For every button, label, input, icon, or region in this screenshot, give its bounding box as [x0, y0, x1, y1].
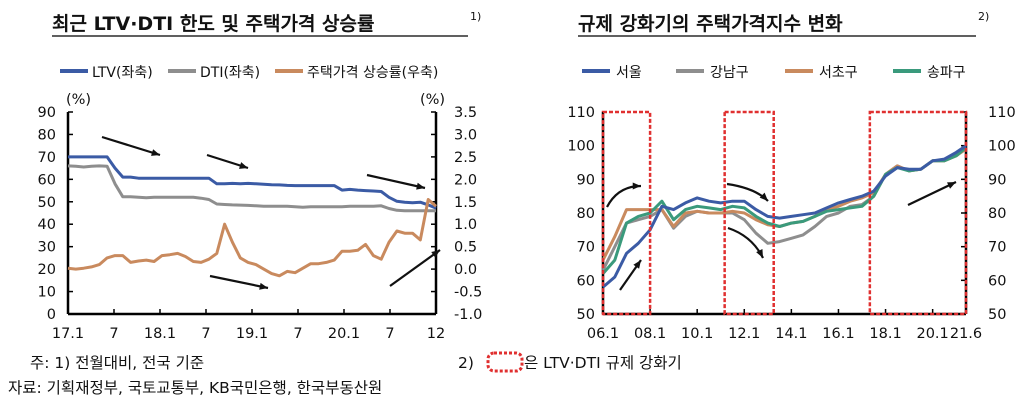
x-tick-label: 12.1 — [728, 326, 760, 342]
right-y-tick-label: 80 — [988, 206, 1006, 222]
left-y-tick-label: 0 — [47, 307, 56, 323]
trend-arrow-head — [632, 182, 641, 190]
regulation-period-box — [601, 110, 652, 316]
footnote-2-prefix: 2) — [458, 354, 474, 372]
left-y-tick-label: 80 — [577, 206, 595, 222]
left-y-tick-label: 110 — [567, 105, 595, 121]
left-y-tick-label: 70 — [577, 240, 595, 256]
left-y-tick-label: 90 — [577, 172, 595, 188]
right-y-tick-label: 60 — [988, 273, 1006, 289]
trend-arrow-head — [756, 249, 763, 258]
right-y-tick-label: 2.0 — [454, 172, 477, 188]
dti-line — [67, 164, 436, 213]
trend-arrow-head — [759, 192, 768, 201]
ltv-line — [68, 155, 437, 210]
left-y-tick-label: 40 — [38, 217, 56, 233]
x-tick-label: 20.1 — [916, 326, 948, 342]
right-y-tick-label: 1.0 — [454, 217, 477, 233]
left-y-tick-label: 30 — [38, 240, 56, 256]
left-chart-title-footnote: 1) — [470, 10, 481, 23]
right-legend: 서울 강남구 서초구 송파구 — [582, 65, 966, 81]
trend-arrow-head — [633, 260, 641, 269]
x-tick-label: 7 — [201, 326, 210, 342]
right-chart: 110 110 100 100 90 90 80 80 70 70 60 60 50 50 06.1 08.1… — [567, 105, 1015, 342]
legend-label-seocho: 서초구 — [819, 65, 858, 81]
left-legend: LTV(좌축) DTI(좌축) 주택가격 상승률(우축) — [60, 65, 438, 81]
right-y-tick-label: 2.5 — [454, 150, 477, 166]
left-y-tick-label: 100 — [567, 139, 595, 155]
left-y-tick-label: 80 — [38, 127, 56, 143]
x-tick-label: 06.1 — [587, 326, 619, 342]
x-tick-label: 10.1 — [681, 326, 713, 342]
trend-arrow — [366, 173, 426, 190]
legend-label-songpa: 송파구 — [927, 65, 966, 81]
left-chart: 90 80 70 60 50 40 30 20 10 0 3.5 3.0 2.5 2.0 1.5 1.0 0.5… — [38, 105, 483, 342]
footnote-1: 주: 1) 전월대비, 전국 기준 — [30, 354, 204, 372]
trend-arrow-head — [239, 162, 248, 169]
right-y-tick-label: 3.5 — [454, 105, 477, 121]
right-y-tick-label: 0.0 — [454, 262, 477, 278]
trend-arrow — [606, 184, 642, 208]
left-y-tick-label: 70 — [38, 150, 56, 166]
trend-arrow — [209, 274, 269, 290]
x-tick-label: 7 — [109, 326, 118, 342]
x-tick-label: 17.1 — [52, 326, 84, 342]
legend-label-dti: DTI(좌축) — [200, 65, 260, 81]
seoul-line — [602, 144, 967, 289]
legend-label-seoul: 서울 — [616, 65, 642, 81]
left-y-tick-label: 60 — [38, 172, 56, 188]
x-tick-label: 19.1 — [236, 326, 268, 342]
x-tick-label: 7 — [385, 326, 394, 342]
right-chart-title: 규제 강화기의 주택가격지수 변화 — [578, 13, 843, 35]
right-chart-title-footnote: 2) — [978, 10, 989, 23]
right-y-tick-label: -0.5 — [454, 285, 482, 301]
left-y-tick-label: 10 — [38, 285, 56, 301]
x-tick-label: 12 — [427, 326, 445, 342]
legend-label-gangnam: 강남구 — [710, 65, 749, 81]
right-y-tick-label: 50 — [988, 307, 1006, 323]
trend-arrow-head — [259, 282, 268, 290]
x-tick-label: 20.1 — [328, 326, 360, 342]
legend-label-ltv: LTV(좌축) — [92, 65, 153, 81]
left-axis-unit: (%) — [66, 92, 91, 108]
left-y-tick-label: 50 — [38, 195, 56, 211]
right-y-tick-label: -1.0 — [454, 307, 482, 323]
regulation-period-box — [868, 110, 968, 316]
regulation-period-box — [723, 110, 775, 316]
x-tick-label: 21.6 — [950, 326, 982, 342]
right-y-tick-label: 90 — [988, 172, 1006, 188]
trend-arrow — [101, 135, 161, 157]
trend-arrow — [389, 249, 441, 287]
left-chart-title: 최근 LTV·DTI 한도 및 주택가격 상승률 — [52, 13, 374, 35]
right-axis-unit: (%) — [420, 92, 445, 108]
footnote-2-text: 은 LTV·DTI 규제 강화기 — [524, 354, 682, 372]
right-y-tick-label: 3.0 — [454, 127, 477, 143]
right-y-tick-label: 70 — [988, 240, 1006, 256]
x-tick-label: 7 — [293, 326, 302, 342]
right-y-tick-label: 110 — [988, 105, 1016, 121]
right-y-tick-label: 100 — [988, 139, 1016, 155]
price-growth-line — [67, 198, 437, 278]
trend-arrow — [907, 181, 957, 206]
trend-arrow-head — [416, 182, 425, 190]
x-tick-label: 14.1 — [775, 326, 807, 342]
left-y-tick-label: 90 — [38, 105, 56, 121]
x-tick-label: 08.1 — [634, 326, 666, 342]
left-y-tick-label: 50 — [577, 307, 595, 323]
legend-label-price-growth: 주택가격 상승률(우축) — [307, 65, 438, 81]
x-tick-label: 16.1 — [822, 326, 854, 342]
source-note: 자료: 기획재정부, 국토교통부, KB국민은행, 한국부동산원 — [8, 379, 382, 397]
x-tick-label: 18.1 — [144, 326, 176, 342]
left-y-tick-label: 20 — [38, 262, 56, 278]
right-y-tick-label: 0.5 — [454, 240, 477, 256]
regulation-box-legend-icon — [486, 351, 524, 373]
right-y-tick-label: 1.5 — [454, 195, 477, 211]
trend-arrow-head — [947, 182, 956, 189]
left-y-tick-label: 60 — [577, 273, 595, 289]
trend-arrow-head — [151, 149, 160, 156]
trend-arrow-head — [431, 250, 440, 258]
x-tick-label: 18.1 — [869, 326, 901, 342]
